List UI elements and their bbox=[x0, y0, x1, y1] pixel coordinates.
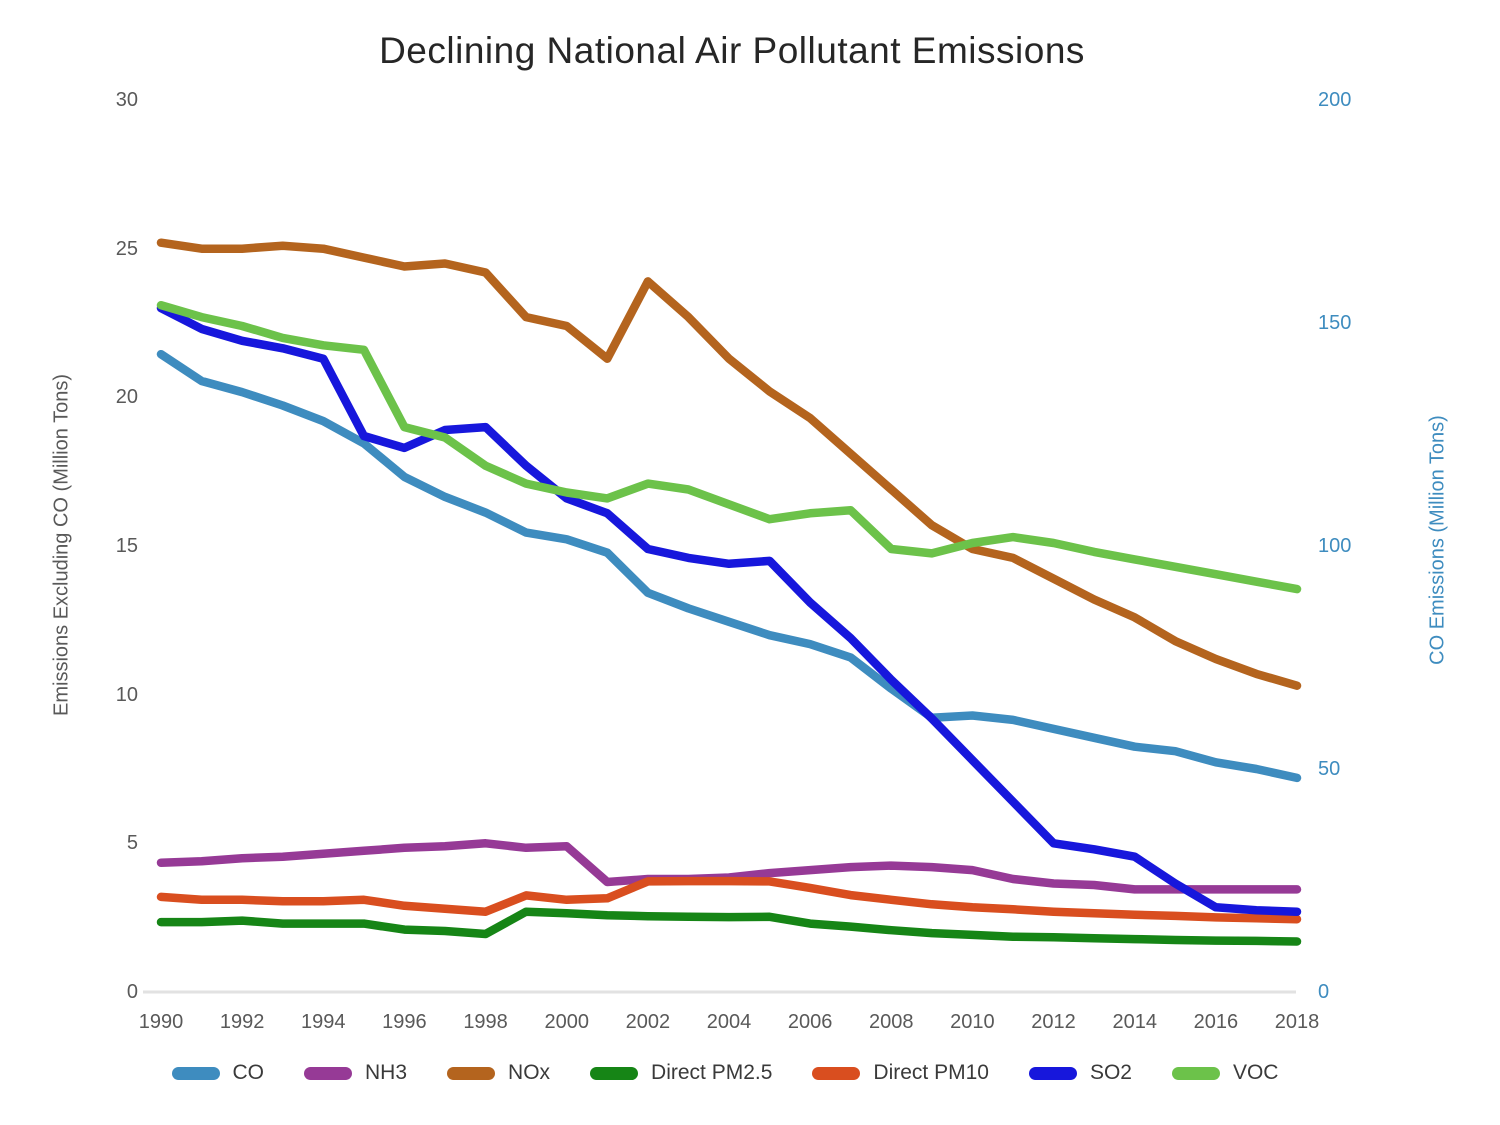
series-line-direct-pm10 bbox=[156, 876, 1302, 924]
legend-swatch-co bbox=[171, 1066, 220, 1080]
right-axis-tick-label: 50 bbox=[1318, 758, 1341, 780]
series-line-so2 bbox=[156, 303, 1302, 916]
legend-swatch-direct-pm2-5 bbox=[590, 1066, 639, 1080]
right-axis-tick-label: 100 bbox=[1318, 535, 1352, 557]
x-axis-tick-label: 2012 bbox=[1031, 1011, 1076, 1033]
x-axis-tick-label: 2018 bbox=[1274, 1011, 1320, 1033]
left-axis-tick-label: 25 bbox=[115, 237, 138, 260]
legend-swatch-nox bbox=[447, 1066, 496, 1080]
legend-item-voc: VOC bbox=[1171, 1061, 1279, 1085]
right-axis-tick-label: 200 bbox=[1318, 89, 1352, 111]
legend-swatch-so2 bbox=[1028, 1066, 1077, 1080]
x-axis-tick-label: 1998 bbox=[463, 1011, 508, 1033]
x-axis-tick-label: 2002 bbox=[625, 1011, 671, 1033]
legend-item-so2: SO2 bbox=[1028, 1061, 1132, 1085]
legend-item-nh3: NH3 bbox=[304, 1061, 407, 1085]
series-line-co bbox=[156, 349, 1302, 783]
legend-item-direct-pm10: Direct PM10 bbox=[812, 1061, 989, 1085]
legend-item-nox: NOx bbox=[447, 1061, 550, 1085]
x-axis-tick-label: 2006 bbox=[787, 1011, 833, 1033]
legend-label: Direct PM2.5 bbox=[651, 1061, 773, 1084]
x-axis-tick-label: 2014 bbox=[1112, 1011, 1157, 1033]
series-line-direct-pm2-5 bbox=[156, 907, 1302, 946]
right-axis-title: CO Emissions (Million Tons) bbox=[1426, 415, 1449, 665]
x-axis-tick-label: 1996 bbox=[382, 1011, 427, 1033]
x-axis-tick-label: 2010 bbox=[950, 1011, 995, 1033]
left-axis-tick-label: 15 bbox=[115, 535, 138, 557]
left-axis-tick-label: 20 bbox=[115, 386, 138, 409]
legend-swatch-nh3 bbox=[304, 1066, 353, 1080]
legend-label: NH3 bbox=[365, 1061, 408, 1084]
left-axis-title: Emissions Excluding CO (Million Tons) bbox=[50, 374, 73, 716]
legend-label: Direct PM10 bbox=[873, 1061, 989, 1084]
x-axis-tick-label: 2008 bbox=[869, 1011, 914, 1033]
series-line-nox bbox=[156, 238, 1302, 690]
x-axis-tick-label: 1990 bbox=[138, 1011, 184, 1033]
x-axis-tick-label: 2004 bbox=[706, 1011, 752, 1033]
left-axis-tick-label: 30 bbox=[115, 89, 138, 111]
legend: CO NH3 NOx Direct PM2.5 Direct PM10 SO2 VOC bbox=[0, 1061, 1450, 1085]
legend-label: CO bbox=[232, 1061, 265, 1084]
x-axis-tick-label: 1994 bbox=[301, 1011, 346, 1033]
legend-item-direct-pm2-5: Direct PM2.5 bbox=[590, 1061, 772, 1085]
legend-label: SO2 bbox=[1089, 1061, 1132, 1084]
legend-label: NOx bbox=[508, 1061, 551, 1084]
legend-label: VOC bbox=[1232, 1061, 1279, 1084]
x-axis-tick-label: 2016 bbox=[1193, 1011, 1239, 1033]
legend-item-co: CO bbox=[171, 1061, 265, 1085]
left-axis-tick-label: 10 bbox=[115, 683, 138, 706]
left-axis-tick-label: 0 bbox=[126, 981, 138, 1003]
legend-swatch-voc bbox=[1171, 1066, 1220, 1080]
x-axis-tick-label: 2000 bbox=[544, 1011, 589, 1033]
left-axis-tick-label: 5 bbox=[126, 832, 138, 855]
legend-swatch-direct-pm10 bbox=[812, 1066, 861, 1080]
chart-title: Declining National Air Pollutant Emissio… bbox=[379, 30, 1085, 71]
x-axis-tick-label: 1992 bbox=[219, 1011, 265, 1033]
right-axis-tick-label: 0 bbox=[1318, 981, 1330, 1003]
right-axis-tick-label: 150 bbox=[1318, 312, 1352, 334]
series-line-voc bbox=[156, 300, 1302, 594]
